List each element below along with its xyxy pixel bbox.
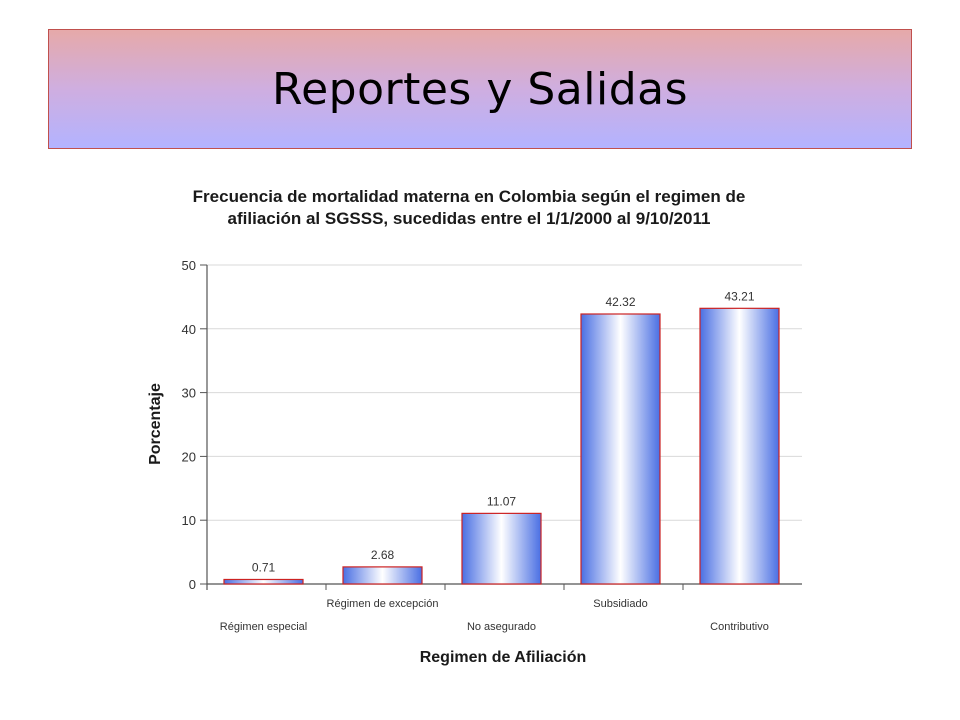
bar-value-label: 42.32 [605,295,635,309]
x-axis-title: Regimen de Afiliación [420,649,587,666]
slide-title-banner: Reportes y Salidas [48,29,912,149]
slide-title: Reportes y Salidas [271,63,689,115]
y-tick-label: 10 [182,513,196,528]
y-tick-label: 50 [182,258,196,273]
bar-value-label: 11.07 [487,494,516,508]
bar-value-label: 2.68 [371,548,395,562]
x-category-label: Régimen de excepción [327,598,439,610]
bar-4 [580,313,661,585]
bar-5 [699,307,780,585]
chart-title-line-1: Frecuencia de mortalidad materna en Colo… [193,187,746,206]
x-category-label: Contributivo [710,621,769,633]
y-tick-label: 30 [182,386,196,401]
bar-value-label: 43.21 [724,289,754,303]
y-tick-label: 20 [182,449,196,464]
y-tick-label: 40 [182,322,196,337]
chart-title-line-2: afiliación al SGSSS, sucedidas entre el … [228,209,711,228]
y-tick-label: 0 [189,577,196,592]
bar-3 [461,512,542,585]
y-axis-title: Porcentaje [147,383,164,465]
bar-2 [342,566,423,585]
bar-value-label: 0.71 [252,560,276,574]
bar-1 [223,578,304,585]
x-category-label: Régimen especial [220,621,307,633]
x-category-label: Subsidiado [593,598,647,610]
x-category-label: No asegurado [467,621,536,633]
